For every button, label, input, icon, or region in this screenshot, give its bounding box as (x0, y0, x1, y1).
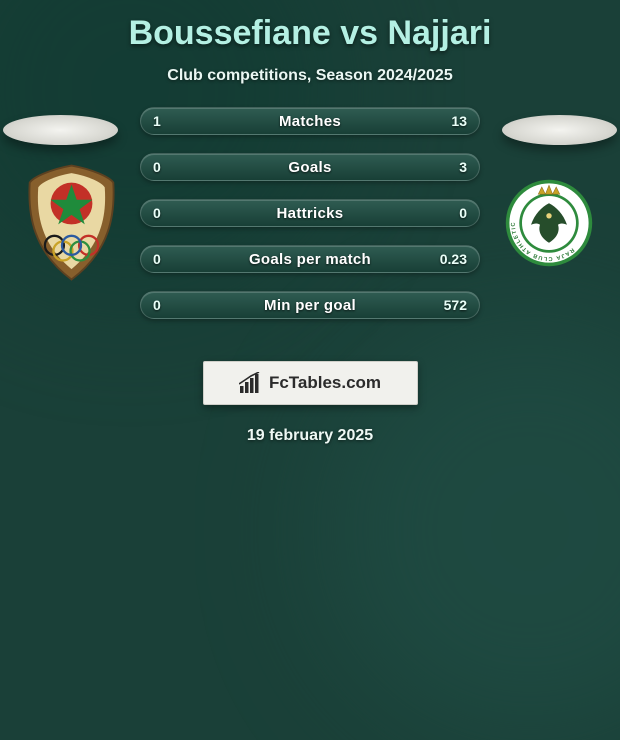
stat-rows: 1 Matches 13 0 Goals 3 0 Hattricks 0 0 G… (140, 107, 480, 337)
crest-left (24, 163, 119, 283)
stat-left-value: 0 (153, 297, 161, 313)
stat-left-value: 0 (153, 205, 161, 221)
stat-row-mpg: 0 Min per goal 572 (140, 291, 480, 319)
stat-right-value: 572 (444, 297, 467, 313)
stat-left-value: 0 (153, 159, 161, 175)
page-title: Boussefiane vs Najjari (0, 0, 620, 53)
stat-row-hattricks: 0 Hattricks 0 (140, 199, 480, 227)
stat-right-value: 13 (451, 113, 467, 129)
stat-row-matches: 1 Matches 13 (140, 107, 480, 135)
stat-left-value: 0 (153, 251, 161, 267)
crest-right: RAJA CLUB ATHLETIC (501, 163, 596, 283)
stat-label: Hattricks (277, 205, 344, 222)
page-subtitle: Club competitions, Season 2024/2025 (0, 67, 620, 85)
stat-row-gpm: 0 Goals per match 0.23 (140, 245, 480, 273)
comparison-stage: RAJA CLUB ATHLETIC 1 Matches 13 0 Goals … (0, 115, 620, 355)
pedestal-right (502, 115, 617, 145)
stat-label: Goals per match (249, 251, 371, 268)
bar-chart-icon (239, 372, 263, 394)
stat-label: Goals (288, 159, 331, 176)
raja-crest-icon: RAJA CLUB ATHLETIC (504, 178, 594, 268)
footer-date: 19 february 2025 (0, 427, 620, 445)
stat-right-value: 3 (459, 159, 467, 175)
stat-right-value: 0.23 (440, 251, 467, 267)
branding-plate: FcTables.com (203, 361, 418, 405)
branding-text: FcTables.com (269, 373, 381, 393)
stat-label: Matches (279, 113, 341, 130)
pedestal-left (3, 115, 118, 145)
stat-label: Min per goal (264, 297, 356, 314)
far-rabat-crest-icon (24, 163, 119, 283)
stat-left-value: 1 (153, 113, 161, 129)
stat-right-value: 0 (459, 205, 467, 221)
stat-row-goals: 0 Goals 3 (140, 153, 480, 181)
